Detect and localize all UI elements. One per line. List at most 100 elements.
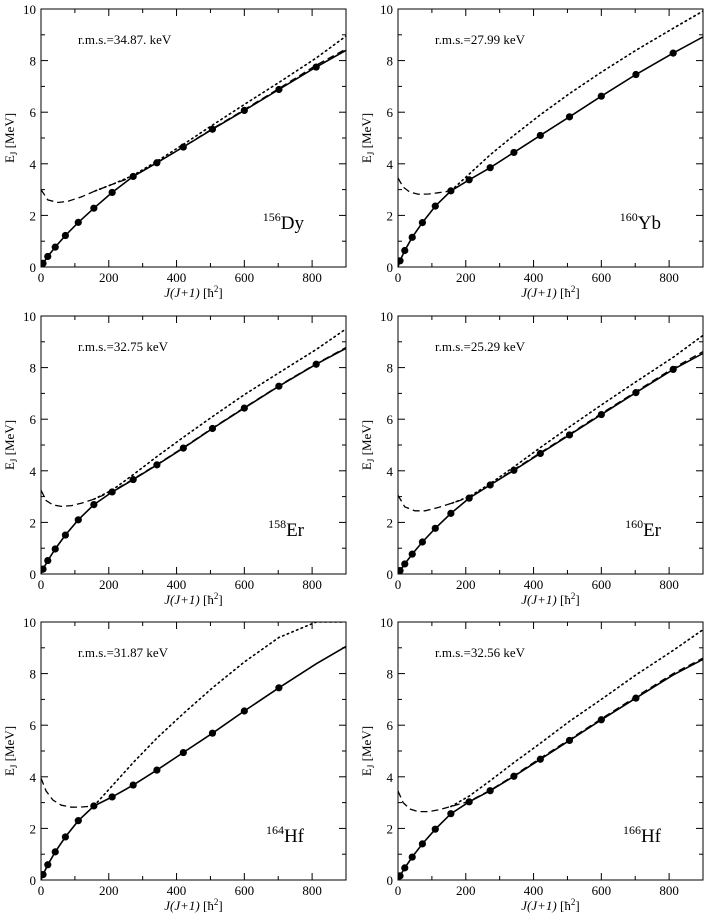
- y-tick-label: 10: [23, 615, 36, 630]
- data-point: [510, 148, 518, 157]
- y-axis-label-unit: [MeV]: [2, 726, 17, 765]
- x-axis-label: J(J+1) [ħ2]: [164, 284, 222, 300]
- data-point: [41, 259, 47, 267]
- y-tick-label: 2: [30, 515, 37, 530]
- data-point: [565, 431, 574, 439]
- x-axis-label-exponent: 2: [571, 284, 576, 294]
- x-axis-label-close: ]: [218, 285, 222, 300]
- nucleus-symbol: Hf: [284, 826, 305, 847]
- data-point: [153, 766, 161, 774]
- rms-annotation: r.m.s.=34.87. keV: [78, 32, 172, 47]
- data-point: [431, 202, 439, 210]
- data-point: [418, 840, 426, 848]
- x-axis-label-variable: J(J+1): [164, 898, 199, 913]
- data-point: [74, 218, 82, 226]
- x-axis-label-variable: J(J+1): [164, 592, 199, 607]
- series-group: [398, 10, 703, 267]
- x-tick-label: 600: [592, 883, 612, 898]
- y-axis-label-subscript: J: [366, 151, 376, 155]
- y-axis-label: EJ [MeV]: [359, 420, 376, 470]
- x-axis-label: J(J+1) [ħ2]: [164, 897, 222, 913]
- x-axis-label-close: ]: [218, 592, 222, 607]
- y-tick-label: 8: [387, 54, 394, 69]
- series-group: [41, 328, 346, 574]
- data-point: [597, 716, 605, 724]
- series-line-fit-dashed: [41, 48, 346, 204]
- nucleus-mass-number: 164: [266, 823, 284, 837]
- series-line-fit-dotted: [450, 10, 703, 192]
- y-axis-label-subscript: J: [9, 764, 19, 768]
- y-tick-label: 8: [30, 54, 37, 69]
- nucleus-mass-number: 156: [263, 210, 281, 224]
- data-point: [536, 755, 544, 763]
- data-point: [108, 793, 116, 801]
- x-tick-label: 0: [38, 577, 45, 592]
- data-point: [401, 864, 409, 872]
- data-point: [208, 424, 217, 433]
- data-point: [401, 560, 409, 568]
- y-axis-label-symbol: E: [2, 768, 17, 776]
- x-tick-label: 400: [524, 577, 544, 592]
- data-point: [90, 204, 98, 212]
- x-axis-label: J(J+1) [ħ2]: [521, 897, 579, 913]
- x-tick-label: 600: [592, 270, 612, 285]
- y-tick-label: 6: [387, 718, 394, 733]
- data-point: [597, 410, 605, 419]
- data-point: [465, 798, 473, 806]
- x-tick-label: 400: [524, 883, 544, 898]
- series-line-fit-dashed: [398, 351, 703, 512]
- x-tick-label: 0: [395, 270, 402, 285]
- y-tick-label: 6: [387, 412, 394, 427]
- y-axis-label-symbol: E: [2, 155, 17, 163]
- data-point: [418, 219, 426, 227]
- data-point: [61, 531, 69, 539]
- y-axis-label: EJ [MeV]: [2, 726, 19, 776]
- rms-annotation: r.m.s.=25.29 keV: [435, 339, 526, 354]
- data-point: [275, 382, 283, 390]
- data-point: [447, 810, 455, 818]
- x-axis-label-variable: J(J+1): [521, 898, 556, 913]
- data-point: [41, 565, 47, 573]
- data-point: [536, 449, 544, 458]
- data-point: [408, 550, 416, 558]
- data-point: [74, 817, 82, 825]
- y-tick-label: 8: [387, 667, 394, 682]
- series-line-fit-solid: [41, 49, 346, 267]
- nucleus-symbol: Er: [286, 520, 305, 541]
- x-axis-label-exponent: 2: [571, 897, 576, 907]
- y-axis-label-symbol: E: [2, 462, 17, 470]
- data-point: [312, 360, 320, 368]
- x-axis-label-close: ]: [575, 285, 579, 300]
- nucleus-symbol: Dy: [281, 213, 305, 234]
- x-tick-label: 200: [456, 883, 476, 898]
- x-axis-label-unit: [ħ: [200, 898, 215, 913]
- nucleus-label: 160Er: [625, 517, 662, 541]
- x-axis-label-variable: J(J+1): [521, 285, 556, 300]
- rms-annotation: r.m.s.=32.56 keV: [435, 645, 526, 660]
- x-axis-label-unit: [ħ: [557, 592, 572, 607]
- x-tick-label: 600: [592, 577, 612, 592]
- data-point: [486, 164, 494, 172]
- y-axis-label-symbol: E: [359, 155, 374, 163]
- x-tick-label: 800: [302, 577, 322, 592]
- data-point: [486, 787, 494, 795]
- data-point: [565, 113, 574, 121]
- data-point: [90, 802, 98, 810]
- y-tick-label: 2: [387, 208, 394, 223]
- x-tick-label: 600: [235, 270, 255, 285]
- x-tick-label: 200: [99, 270, 119, 285]
- data-point: [208, 729, 217, 737]
- data-point: [74, 516, 82, 524]
- x-axis-label: J(J+1) [ħ2]: [521, 284, 579, 300]
- y-axis-label: EJ [MeV]: [2, 420, 19, 470]
- y-axis-label: EJ [MeV]: [359, 113, 376, 163]
- series-line-fit-dashed: [398, 177, 451, 195]
- rms-annotation: r.m.s.=32.75 keV: [78, 339, 169, 354]
- x-tick-label: 800: [659, 270, 679, 285]
- x-tick-label: 200: [99, 577, 119, 592]
- nucleus-mass-number: 160: [620, 210, 638, 224]
- x-axis-label-close: ]: [218, 898, 222, 913]
